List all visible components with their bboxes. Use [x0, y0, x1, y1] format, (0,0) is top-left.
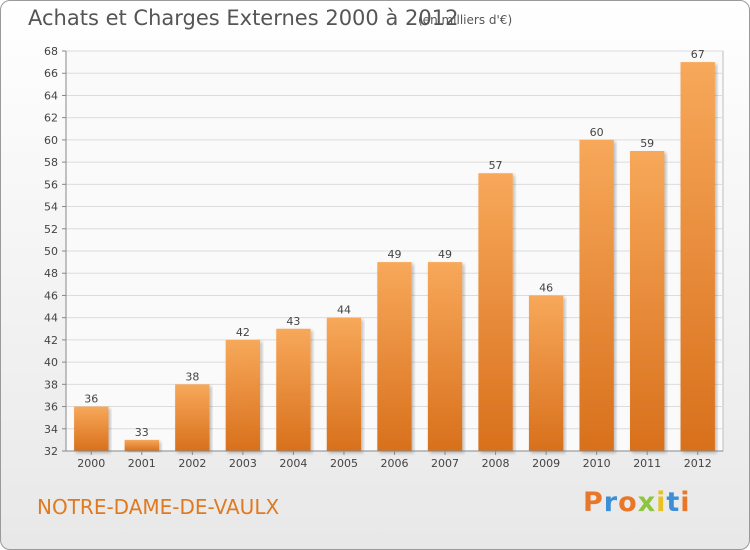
x-tick-label: 2003: [229, 457, 257, 470]
x-tick-label: 2007: [431, 457, 459, 470]
bar-value-label: 43: [286, 315, 300, 328]
x-tick-label: 2002: [178, 457, 206, 470]
x-tick-label: 2010: [583, 457, 611, 470]
logo-letter: P: [583, 487, 604, 518]
bar-value-label: 49: [388, 248, 402, 261]
y-tick-label: 50: [44, 245, 58, 258]
x-tick-label: 2011: [633, 457, 661, 470]
bar: [326, 317, 362, 451]
bar: [225, 339, 261, 451]
y-tick-label: 58: [44, 156, 58, 169]
y-tick-label: 52: [44, 223, 58, 236]
logo-letter: i: [680, 487, 691, 518]
y-tick-label: 48: [44, 267, 58, 280]
x-tick-label: 2004: [279, 457, 307, 470]
bar: [630, 151, 665, 451]
bar: [478, 173, 513, 451]
bar-value-label: 44: [337, 304, 351, 317]
y-tick-label: 42: [44, 334, 58, 347]
bar-value-label: 57: [489, 159, 503, 172]
y-tick-label: 68: [44, 45, 58, 58]
chart-title: Achats et Charges Externes 2000 à 2012: [28, 6, 459, 30]
y-tick-label: 32: [44, 445, 58, 458]
x-tick-label: 2008: [482, 457, 510, 470]
bar-value-label: 67: [691, 48, 705, 61]
x-tick-label: 2009: [532, 457, 560, 470]
y-tick-label: 38: [44, 378, 58, 391]
logo-letter: r: [603, 487, 619, 518]
x-tick-label: 2012: [684, 457, 712, 470]
y-tick-label: 36: [44, 401, 58, 414]
y-tick-label: 56: [44, 178, 58, 191]
y-tick-label: 64: [44, 89, 58, 102]
bar: [175, 384, 210, 451]
bar-value-label: 46: [539, 281, 553, 294]
bar: [276, 328, 311, 451]
bar-value-label: 38: [185, 370, 199, 383]
x-tick-label: 2005: [330, 457, 358, 470]
logo-letter: t: [666, 487, 681, 518]
logo-letter: i: [656, 487, 667, 518]
bar: [680, 62, 715, 451]
commune-name: NOTRE-DAME-DE-VAULX: [37, 495, 280, 519]
y-tick-label: 54: [44, 201, 58, 214]
y-tick-label: 46: [44, 289, 58, 302]
bar-value-label: 49: [438, 248, 452, 261]
chart-subtitle: (en milliers d'€): [418, 13, 513, 27]
y-tick-label: 44: [44, 312, 58, 325]
bar-value-label: 33: [135, 426, 149, 439]
bar: [377, 262, 412, 451]
logo-letter: x: [637, 487, 657, 518]
bar-value-label: 36: [84, 393, 98, 406]
x-tick-label: 2006: [381, 457, 409, 470]
bar-value-label: 42: [236, 326, 250, 339]
proxiti-logo[interactable]: Proxiti: [583, 487, 691, 518]
y-tick-label: 62: [44, 112, 58, 125]
y-tick-label: 60: [44, 134, 58, 147]
bar: [528, 295, 564, 451]
y-tick-label: 40: [44, 356, 58, 369]
bar-value-label: 60: [590, 126, 604, 139]
bar: [124, 439, 159, 451]
bar: [74, 406, 109, 451]
bar: [579, 139, 614, 451]
y-tick-label: 34: [44, 423, 58, 436]
bar: [427, 262, 463, 451]
x-tick-label: 2000: [77, 457, 105, 470]
x-tick-label: 2001: [128, 457, 156, 470]
logo-letter: o: [618, 487, 638, 518]
bar-value-label: 59: [640, 137, 654, 150]
y-tick-label: 66: [44, 67, 58, 80]
